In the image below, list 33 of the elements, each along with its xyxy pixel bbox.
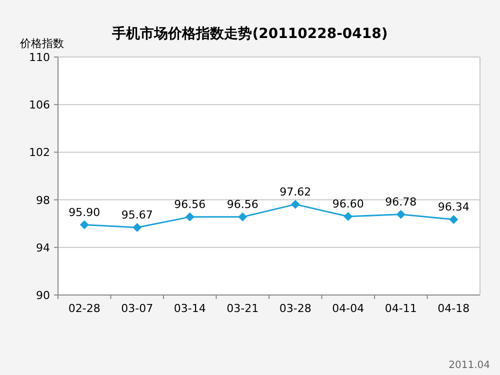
x-tick-label: 04-18	[438, 302, 470, 315]
x-tick-label: 03-07	[121, 302, 154, 315]
point	[132, 223, 142, 232]
text: 95.90	[68, 206, 100, 219]
text: 97.62	[280, 185, 312, 198]
y-tick-label: 106	[29, 98, 50, 112]
point	[80, 220, 89, 230]
y-tick-label: 102	[29, 146, 50, 160]
text: 96.34	[438, 200, 470, 214]
x-tick-label: 04-11	[384, 302, 417, 315]
title: 手机市场价格指数走势(20110228-0418)	[112, 26, 388, 42]
point	[238, 212, 248, 222]
x-tick-label: 04-04	[332, 302, 364, 315]
y-tick-label: 90	[36, 289, 50, 302]
point	[449, 215, 458, 224]
x-tick-label: 03-21	[226, 302, 259, 315]
y-tick-label: 94	[36, 241, 50, 254]
text: 96.56	[226, 198, 258, 211]
text: 95.67	[121, 208, 153, 222]
y-tick-label: 110	[29, 51, 50, 64]
point	[185, 212, 194, 222]
text: 96.60	[332, 197, 364, 210]
y-tick-label: 98	[36, 194, 50, 207]
annotation: 2011.04	[448, 360, 490, 371]
text: 96.56	[174, 198, 206, 211]
point	[344, 212, 353, 221]
x-tick-label: 03-14	[174, 302, 206, 315]
text: 96.78	[385, 195, 417, 208]
ylabel: 价格指数	[20, 37, 64, 50]
x-tick-label: 03-28	[279, 302, 312, 315]
point	[396, 210, 406, 219]
point	[290, 200, 300, 209]
x-tick-label: 02-28	[68, 302, 100, 315]
